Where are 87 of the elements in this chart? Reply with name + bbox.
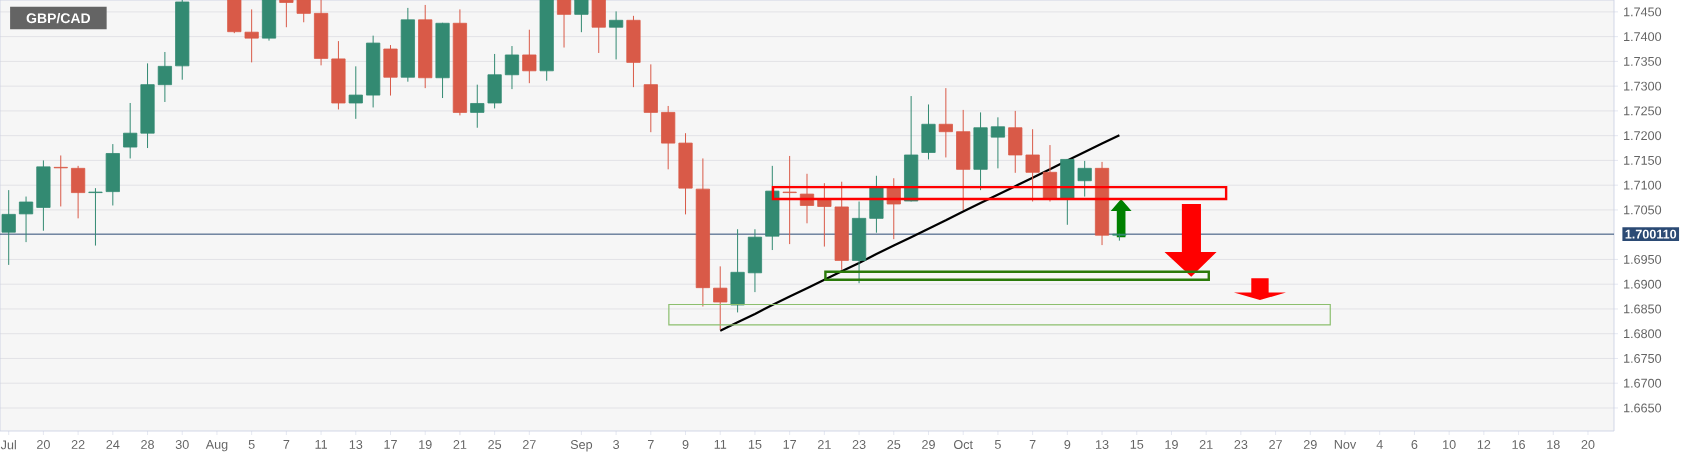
- x-tick-label: Aug: [205, 440, 228, 452]
- x-tick-label: 30: [175, 440, 189, 449]
- y-tick-label: 1.7250: [1624, 106, 1662, 116]
- x-tick-label: 29: [1303, 440, 1317, 449]
- x-tick-label: 20: [1581, 440, 1595, 449]
- y-tick-label: 1.7400: [1624, 32, 1662, 42]
- x-tick-label: 25: [488, 440, 502, 449]
- x-tick-label: 13: [1096, 440, 1109, 449]
- x-tick-label: 11: [714, 440, 727, 449]
- candlestick: [574, 0, 589, 33]
- candlestick: [123, 102, 138, 159]
- x-tick-label: 15: [748, 440, 762, 449]
- x-tick-label: 17: [783, 440, 797, 449]
- candlestick: [504, 45, 520, 90]
- x-tick-label: 10: [1443, 440, 1456, 449]
- x-tick-label: 22: [71, 440, 85, 449]
- x-tick-label: 29: [922, 440, 935, 449]
- x-tick-label: 19: [1165, 440, 1178, 449]
- x-tick-label: 20: [37, 440, 50, 449]
- y-tick-label: 1.7200: [1624, 131, 1662, 141]
- x-tick-label: 15: [1130, 440, 1144, 449]
- x-tick-label: 17: [384, 440, 397, 449]
- x-tick-label: 27: [1269, 440, 1282, 449]
- y-tick-label: 1.6950: [1624, 254, 1662, 264]
- candlestick: [713, 265, 728, 331]
- x-tick-label: 9: [682, 440, 689, 449]
- candlestick: [157, 51, 172, 103]
- y-tick-label: 1.6900: [1624, 279, 1662, 289]
- x-tick-label: 23: [852, 440, 866, 449]
- x-tick-label: 3: [613, 440, 620, 449]
- candlestick: [609, 10, 624, 60]
- x-tick-label: 5: [994, 440, 1001, 449]
- x-tick-label: 24: [106, 440, 120, 449]
- candlestick: [348, 65, 363, 120]
- x-tick-label: 21: [817, 440, 831, 449]
- candlestick: [18, 196, 34, 243]
- x-tick-label: 23: [1234, 440, 1248, 449]
- candlestick: [1025, 128, 1040, 203]
- candlestick: [279, 0, 294, 28]
- x-tick-label: 18: [1547, 440, 1560, 449]
- candlestick: [470, 84, 485, 129]
- x-tick-label: 19: [419, 440, 432, 449]
- y-tick-label: 1.7150: [1624, 155, 1662, 165]
- candlestick: [1077, 160, 1092, 198]
- x-tick-label: Jul: [0, 440, 16, 450]
- candlestick: [1, 189, 16, 266]
- x-tick-label: Oct: [954, 440, 973, 449]
- x-tick-label: 27: [522, 440, 536, 449]
- y-tick-label: 1.7300: [1624, 81, 1662, 91]
- x-tick-label: 5: [248, 440, 255, 449]
- y-tick-label: 1.7350: [1624, 56, 1662, 66]
- x-tick-label: 12: [1477, 440, 1491, 449]
- y-tick-label: 1.6850: [1624, 304, 1662, 314]
- candlestick: [782, 155, 797, 245]
- x-tick-label: 7: [647, 440, 654, 449]
- x-tick-label: 11: [315, 440, 328, 449]
- x-tick-label: 7: [1029, 440, 1036, 449]
- candlestick: [296, 0, 311, 23]
- x-tick-label: 28: [141, 440, 154, 449]
- x-tick-label: 4: [1376, 440, 1383, 449]
- y-tick-label: 1.6650: [1624, 403, 1662, 413]
- candlestick: [244, 8, 259, 63]
- ref-line-label: 1.700110: [1625, 229, 1677, 239]
- x-tick-label: Nov: [1334, 440, 1357, 449]
- text: GBP/CAD: [26, 12, 91, 24]
- candlestick: [817, 182, 832, 248]
- candlestick: [556, 0, 572, 49]
- x-tick-label: 21: [1199, 440, 1213, 449]
- y-tick-label: 1.7100: [1624, 180, 1662, 190]
- candlestick: [938, 87, 953, 158]
- y-tick-label: 1.7450: [1624, 7, 1662, 17]
- x-tick-label: 25: [887, 440, 901, 449]
- y-tick-label: 1.6750: [1624, 353, 1662, 363]
- y-tick-label: 1.6800: [1624, 329, 1662, 339]
- candlestick: [522, 29, 537, 84]
- candlestick: [990, 116, 1005, 169]
- y-tick-label: 1.6700: [1624, 378, 1662, 388]
- x-tick-label: 7: [283, 440, 290, 449]
- x-tick-label: 9: [1064, 440, 1071, 449]
- x-tick-label: 13: [349, 440, 363, 449]
- x-tick-label: 16: [1512, 440, 1526, 449]
- x-tick-label: 6: [1411, 440, 1418, 449]
- y-tick-label: 1.7050: [1624, 205, 1662, 215]
- x-tick-label: Sep: [570, 440, 593, 452]
- x-tick-label: 21: [453, 440, 467, 449]
- candlestick: [886, 177, 901, 240]
- candlestick: [88, 187, 103, 247]
